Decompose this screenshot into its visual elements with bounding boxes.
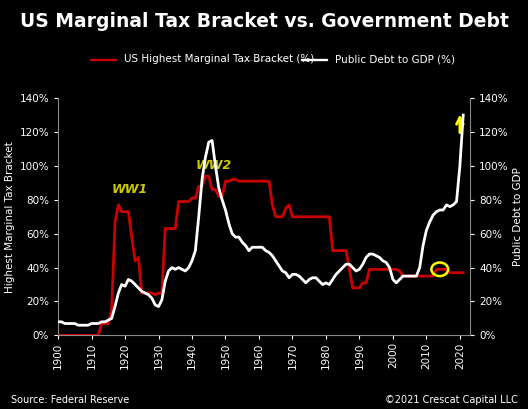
Public Debt to GDP (%) (450, 202, 456, 207)
Y-axis label: Public Debt to GDP: Public Debt to GDP (513, 167, 523, 266)
Public Debt to GDP (%) (316, 279, 323, 283)
Public Debt to GDP (%) (152, 302, 158, 307)
US Highest Marginal Tax Bracket (%) (316, 214, 323, 219)
Public Debt to GDP (%) (55, 319, 61, 324)
Public Debt to GDP (%) (279, 269, 286, 274)
Line: Public Debt to GDP (%): Public Debt to GDP (%) (58, 115, 463, 325)
Text: ©2021 Crescat Capital LLC: ©2021 Crescat Capital LLC (384, 395, 517, 405)
US Highest Marginal Tax Bracket (%) (450, 270, 456, 275)
Text: US Highest Marginal Tax Bracket (%): US Highest Marginal Tax Bracket (%) (124, 54, 314, 64)
Text: WW1: WW1 (111, 183, 148, 196)
Text: WW2: WW2 (195, 160, 232, 172)
Text: Public Debt to GDP (%): Public Debt to GDP (%) (335, 54, 455, 64)
US Highest Marginal Tax Bracket (%) (460, 270, 466, 275)
Line: US Highest Marginal Tax Bracket (%): US Highest Marginal Tax Bracket (%) (58, 176, 463, 335)
Y-axis label: Highest Marginal Tax Bracket: Highest Marginal Tax Bracket (5, 141, 15, 293)
Public Debt to GDP (%) (460, 112, 466, 117)
Public Debt to GDP (%) (189, 258, 195, 263)
Public Debt to GDP (%) (433, 209, 440, 214)
US Highest Marginal Tax Bracket (%) (433, 267, 440, 272)
US Highest Marginal Tax Bracket (%) (279, 214, 286, 219)
Text: Source: Federal Reserve: Source: Federal Reserve (11, 395, 129, 405)
US Highest Marginal Tax Bracket (%) (202, 174, 209, 179)
Public Debt to GDP (%) (75, 323, 81, 328)
Text: US Marginal Tax Bracket vs. Government Debt: US Marginal Tax Bracket vs. Government D… (20, 12, 508, 31)
Text: — US Highest Marginal Tax Bracket (%)   — Public Debt to GDP (%): — US Highest Marginal Tax Bracket (%) — … (240, 59, 288, 61)
US Highest Marginal Tax Bracket (%) (149, 290, 155, 295)
US Highest Marginal Tax Bracket (%) (185, 199, 192, 204)
US Highest Marginal Tax Bracket (%) (55, 333, 61, 338)
